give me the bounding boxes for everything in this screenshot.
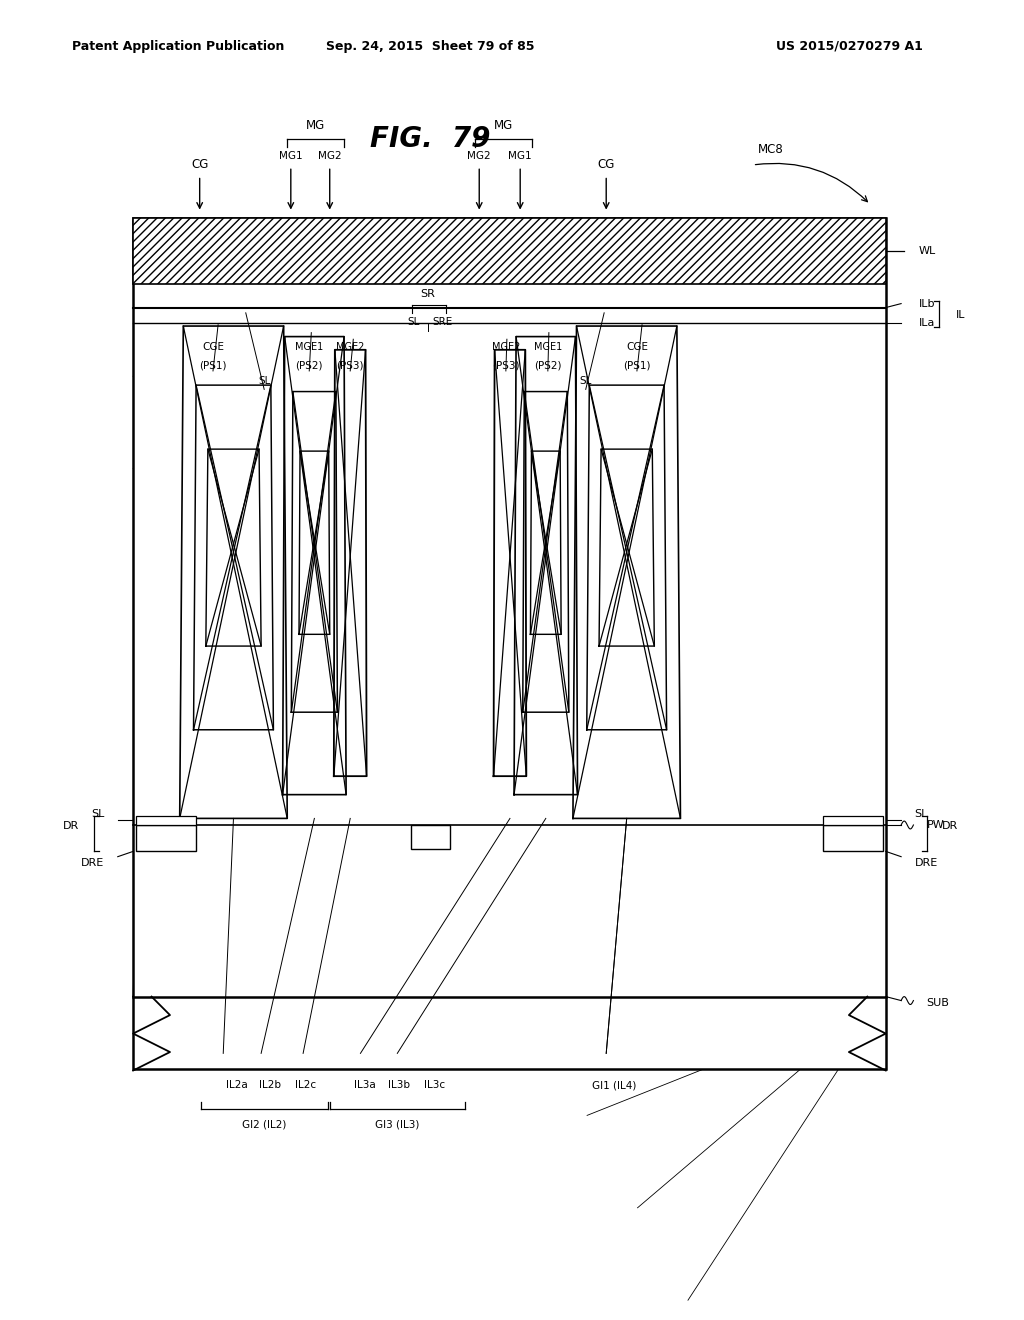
Text: DRE: DRE	[914, 858, 938, 869]
Text: IL3b: IL3b	[388, 1080, 411, 1090]
Text: SR: SR	[421, 289, 435, 300]
Bar	[136, 816, 196, 825]
Text: IL3c: IL3c	[424, 1080, 444, 1090]
Text: MGE2: MGE2	[336, 342, 365, 352]
Text: (PS2): (PS2)	[296, 360, 323, 371]
Text: CGE: CGE	[626, 342, 648, 352]
Text: (PS1): (PS1)	[624, 360, 650, 371]
Text: SRE: SRE	[432, 317, 453, 327]
Text: IL3a: IL3a	[353, 1080, 376, 1090]
Bar	[136, 825, 196, 851]
Text: DR: DR	[942, 821, 958, 830]
Text: CG: CG	[598, 158, 614, 172]
Text: (PS2): (PS2)	[535, 360, 561, 371]
Text: CG: CG	[191, 158, 208, 172]
Text: MGE2: MGE2	[492, 342, 520, 352]
Text: IL: IL	[955, 310, 965, 321]
Bar	[133, 218, 886, 284]
Text: MG: MG	[306, 119, 325, 132]
Text: MG2: MG2	[317, 150, 342, 161]
Text: IL2a: IL2a	[225, 1080, 248, 1090]
Text: DRE: DRE	[81, 858, 104, 869]
Text: Sep. 24, 2015  Sheet 79 of 85: Sep. 24, 2015 Sheet 79 of 85	[326, 40, 535, 53]
Bar	[133, 218, 886, 1069]
Text: Patent Application Publication: Patent Application Publication	[72, 40, 284, 53]
Bar	[823, 825, 883, 851]
Text: FIG.  79: FIG. 79	[370, 124, 490, 153]
Text: SL: SL	[580, 376, 592, 387]
Text: PW: PW	[927, 820, 944, 830]
Text: MG1: MG1	[508, 150, 532, 161]
Text: IL2b: IL2b	[259, 1080, 282, 1090]
Text: SL: SL	[408, 317, 420, 327]
Text: SL: SL	[91, 809, 104, 818]
Text: (PS3): (PS3)	[493, 360, 519, 371]
Text: MC8: MC8	[758, 143, 783, 156]
Text: MG2: MG2	[467, 150, 492, 161]
Text: MGE1: MGE1	[295, 342, 324, 352]
Bar	[823, 816, 883, 825]
Text: IL2c: IL2c	[295, 1080, 315, 1090]
Text: MGE1: MGE1	[534, 342, 562, 352]
Text: SUB: SUB	[927, 998, 949, 1008]
Text: SL: SL	[914, 809, 928, 818]
Text: CGE: CGE	[202, 342, 224, 352]
Bar	[411, 825, 450, 849]
Text: GI1 (IL4): GI1 (IL4)	[592, 1080, 637, 1090]
Text: (PS3): (PS3)	[337, 360, 364, 371]
Text: SL: SL	[258, 376, 270, 387]
Text: GI3 (IL3): GI3 (IL3)	[375, 1119, 420, 1130]
Text: (PS1): (PS1)	[200, 360, 226, 371]
Text: MG1: MG1	[279, 150, 303, 161]
Text: ILa: ILa	[919, 318, 935, 329]
Text: DR: DR	[62, 821, 79, 830]
Text: GI2 (IL2): GI2 (IL2)	[242, 1119, 287, 1130]
Text: ILb: ILb	[919, 298, 935, 309]
Text: MG: MG	[495, 119, 513, 132]
Text: WL: WL	[919, 246, 936, 256]
Text: US 2015/0270279 A1: US 2015/0270279 A1	[776, 40, 924, 53]
